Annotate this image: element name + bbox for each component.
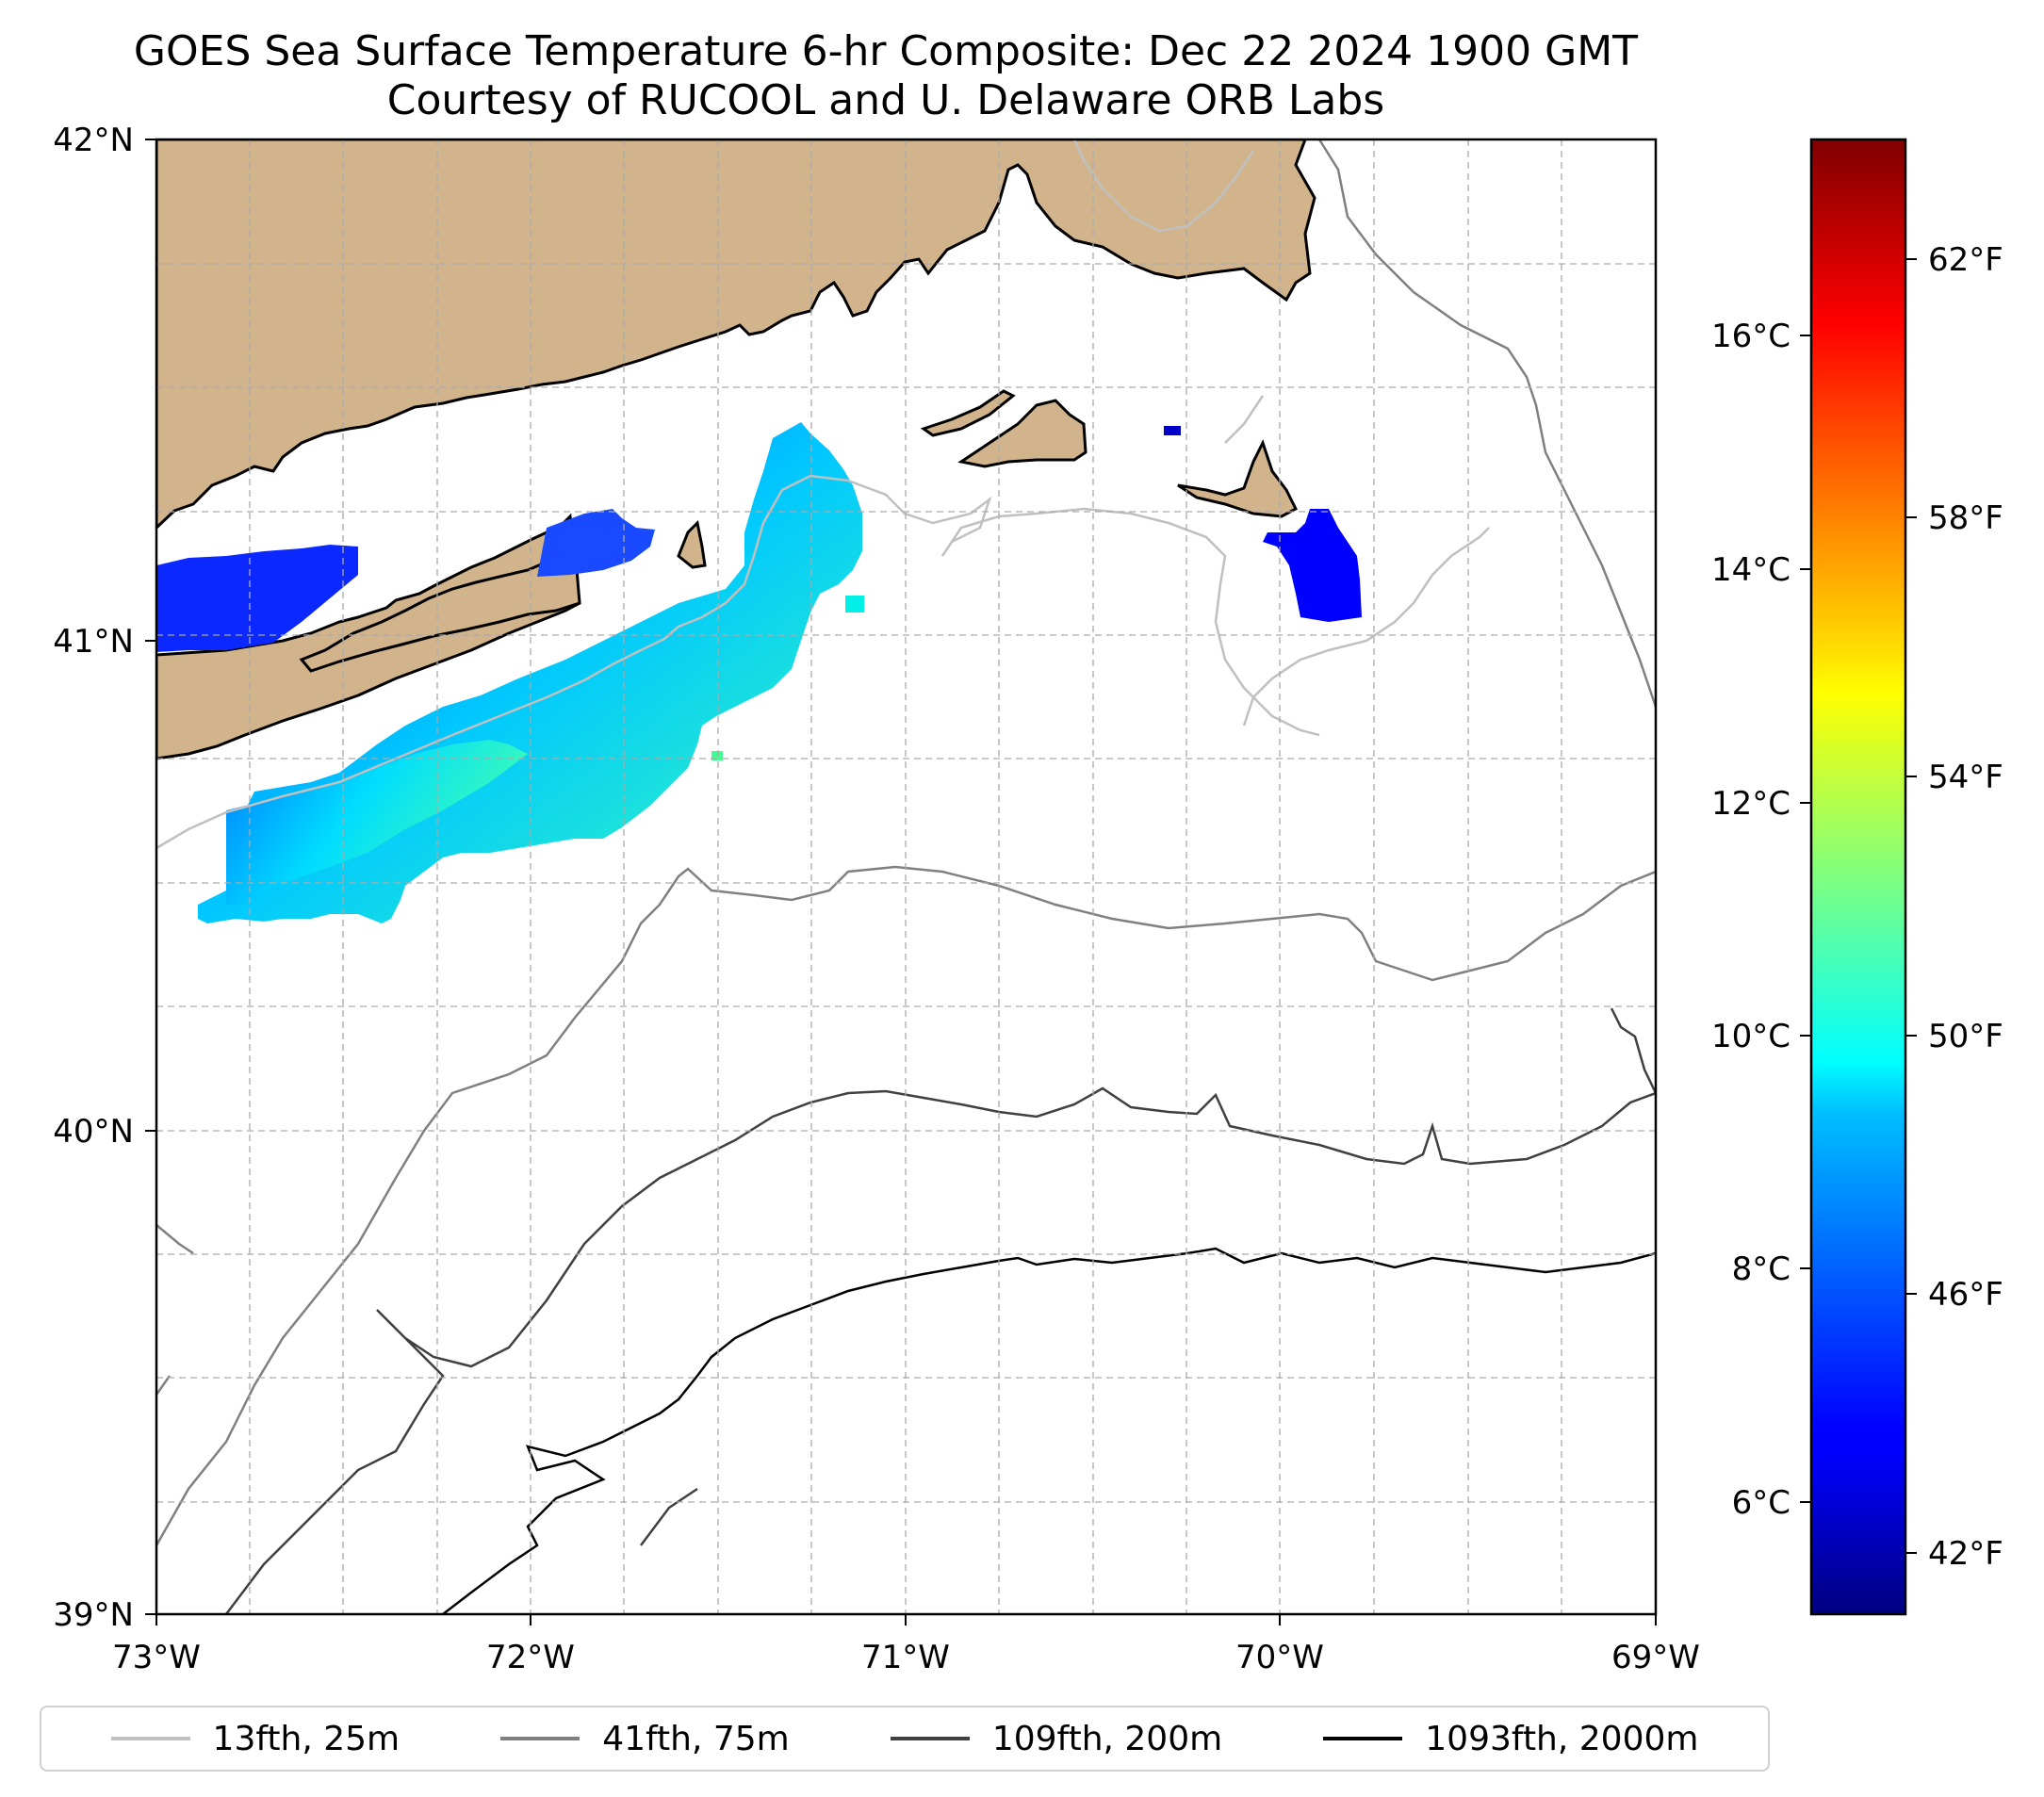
sst-patch-south-ls — [226, 740, 528, 905]
land-connecticut-ri-ma — [156, 139, 1316, 531]
map-title: GOES Sea Surface Temperature 6-hr Compos… — [133, 27, 1639, 75]
land-marthas-vineyard — [957, 399, 1087, 468]
lon-tick-label: 69°W — [1611, 1639, 1700, 1676]
sst-pixel-small — [1164, 426, 1181, 435]
lat-tick-label: 40°N — [53, 1113, 134, 1151]
legend-swatch — [890, 1737, 970, 1740]
legend-swatch — [1323, 1737, 1403, 1740]
colorbar-celsius-label: 14°C — [1711, 551, 1791, 589]
legend-item-200m: 109fth, 200m — [890, 1719, 1223, 1758]
axis-ticks — [145, 139, 1657, 1625]
isobath-200m — [225, 1007, 1656, 1614]
lat-tick-label: 41°N — [53, 623, 134, 661]
map-gridlines — [156, 139, 1656, 1614]
colorbar-celsius-label: 6°C — [1732, 1484, 1791, 1522]
isobath-2000m — [442, 1247, 1656, 1614]
sst-patch-ri-sound — [537, 509, 655, 577]
legend-item-2000m: 1093fth, 2000m — [1323, 1720, 1698, 1758]
legend-label: 109fth, 200m — [991, 1719, 1223, 1758]
sst-patch-long-island-sound — [156, 545, 358, 652]
sst-patch-nantucket-shoals — [1263, 509, 1362, 622]
colorbar-ticks — [1800, 258, 1917, 1554]
lon-tick-label: 70°W — [1235, 1639, 1324, 1676]
isobath-legend: 13fth, 25m 41fth, 75m 109fth, 200m 1093f… — [40, 1706, 1770, 1772]
isobath-25m — [156, 139, 1490, 850]
legend-label: 13fth, 25m — [212, 1719, 401, 1758]
isobath-75m — [156, 139, 1656, 1546]
map-subtitle: Courtesy of RUCOOL and U. Delaware ORB L… — [386, 76, 1385, 124]
colorbar — [1809, 138, 1907, 1616]
colorbar-celsius-label: 8°C — [1732, 1250, 1791, 1288]
colorbar-celsius-label: 16°C — [1711, 318, 1791, 355]
lon-tick-label: 73°W — [112, 1639, 201, 1676]
colorbar-fahrenheit-label: 46°F — [1928, 1276, 2003, 1314]
lat-tick-label: 39°N — [53, 1596, 134, 1634]
legend-label: 41fth, 75m — [602, 1719, 790, 1758]
colorbar-fahrenheit-label: 54°F — [1928, 759, 2003, 796]
sst-pixel-offshore — [845, 596, 864, 613]
land-block-island — [677, 519, 707, 569]
lon-tick-label: 71°W — [861, 1639, 950, 1676]
colorbar-fahrenheit-label: 50°F — [1928, 1018, 2003, 1055]
land-elizabeth-islands — [920, 389, 1016, 437]
lat-tick-label: 42°N — [53, 122, 134, 159]
legend-swatch — [500, 1737, 580, 1740]
legend-label: 1093fth, 2000m — [1425, 1719, 1699, 1758]
legend-item-75m: 41fth, 75m — [500, 1720, 790, 1758]
colorbar-celsius-label: 12°C — [1711, 785, 1791, 823]
colorbar-fahrenheit-label: 62°F — [1928, 241, 2003, 279]
legend-item-25m: 13fth, 25m — [110, 1719, 401, 1758]
land-nantucket — [1177, 439, 1298, 518]
colorbar-fahrenheit-label: 58°F — [1928, 499, 2003, 537]
legend-swatch — [110, 1737, 190, 1740]
colorbar-celsius-label: 10°C — [1711, 1018, 1791, 1055]
lon-tick-label: 72°W — [486, 1639, 575, 1676]
sst-pixel-offshore-2 — [711, 751, 723, 760]
colorbar-fahrenheit-label: 42°F — [1928, 1535, 2003, 1573]
